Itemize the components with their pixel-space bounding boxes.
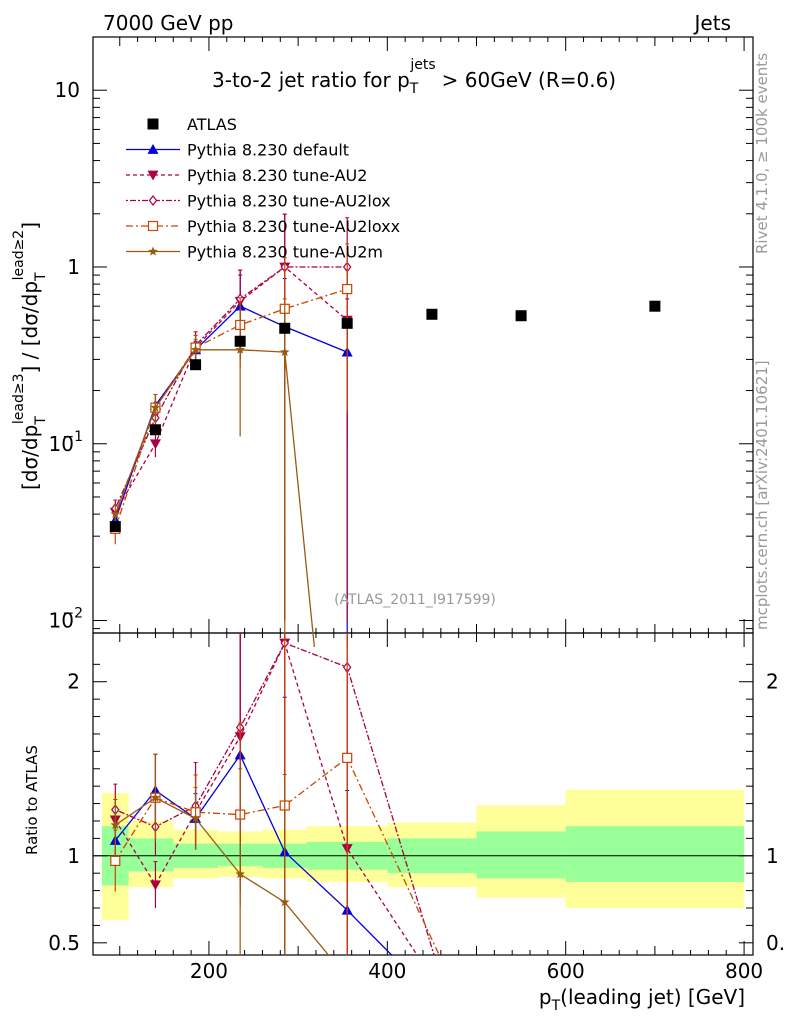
legend-label: Pythia 8.230 default	[187, 141, 349, 160]
legend-marker	[148, 195, 158, 206]
ratio-series-4	[110, 753, 330, 955]
ratio-marker	[150, 792, 161, 802]
x-tick-label: 600	[547, 959, 585, 983]
series-marker	[190, 344, 201, 354]
series-2	[111, 213, 352, 621]
y-tick-label: 1	[67, 255, 80, 279]
ratio-tick-label: 1	[67, 844, 80, 868]
ratio-marker	[149, 880, 161, 891]
ratio-line	[114, 797, 330, 955]
band-green-1	[128, 838, 174, 872]
series-marker	[110, 509, 121, 519]
y-tick-exponent: −2	[62, 606, 83, 622]
ratio-series-2	[111, 633, 435, 955]
x-tick-label: 800	[725, 959, 763, 983]
series-line	[114, 305, 348, 521]
ratio-tick-label-right: 2	[766, 670, 779, 694]
ratio-series-group	[109, 633, 440, 955]
series-marker	[150, 402, 161, 412]
legend-entry: Pythia 8.230 default	[126, 141, 349, 160]
legend-marker	[147, 170, 159, 181]
ratio-marker	[280, 897, 290, 907]
y-tick-label: 10	[49, 432, 74, 456]
y-axis-label: [dσ/dpTlead≥3] / [dσ/dpTlead≥2]	[11, 222, 49, 490]
legend-marker	[147, 144, 159, 154]
header-energy: 7000 GeV pp	[103, 11, 234, 35]
ratio-series-1	[109, 633, 418, 955]
y-tick-exponent: −1	[62, 429, 83, 445]
ratio-marker	[342, 752, 353, 763]
atlas-data-points	[109, 300, 661, 533]
x-tick-label: 400	[368, 959, 406, 983]
atlas-data-point	[234, 335, 246, 347]
band-green-7	[476, 831, 566, 879]
atlas-data-point	[190, 359, 202, 371]
series-marker	[342, 283, 353, 295]
legend-label: Pythia 8.230 tune-AU2	[187, 166, 367, 185]
series-3	[110, 243, 353, 545]
atlas-data-point	[341, 317, 353, 329]
y-tick-label: 10	[49, 609, 74, 633]
ratio-line	[114, 641, 418, 955]
ratio-tick-label-right: 0.5	[766, 931, 786, 955]
legend-entry: Pythia 8.230 tune-AU2	[126, 166, 367, 185]
series-marker	[149, 439, 161, 450]
legend-marker	[147, 220, 159, 232]
ratio-tick-label: 0.5	[48, 931, 80, 955]
ratio-marker	[235, 869, 245, 879]
series-marker	[280, 347, 290, 357]
analysis-tag: (ATLAS_2011_I917599)	[334, 592, 496, 608]
atlas-data-point	[649, 300, 661, 312]
legend-entry: Pythia 8.230 tune-AU2m	[126, 243, 383, 262]
ratio-marker	[110, 855, 121, 867]
legend-label: Pythia 8.230 tune-AU2loxx	[187, 217, 400, 236]
mcplots-label: mcplots.cern.ch [arXiv:2401.10621]	[753, 360, 771, 630]
series-line	[114, 349, 316, 647]
legend-entry: ATLAS	[147, 115, 237, 134]
legend-label: ATLAS	[187, 115, 237, 134]
x-tick-label: 200	[190, 959, 228, 983]
atlas-data-point	[109, 521, 121, 533]
series-line	[114, 266, 348, 513]
ratio-tick-label: 2	[67, 670, 80, 694]
atlas-data-point	[426, 308, 438, 320]
legend-entry: Pythia 8.230 tune-AU2loxx	[126, 217, 400, 236]
atlas-data-point	[149, 424, 161, 436]
ratio-marker	[110, 820, 121, 830]
atlas-data-point	[279, 322, 291, 334]
legend-label: Pythia 8.230 tune-AU2m	[187, 243, 383, 262]
y-tick-label: 10	[55, 78, 80, 102]
legend-entry: Pythia 8.230 tune-AU2lox	[126, 192, 391, 211]
ratio-line	[115, 642, 435, 955]
series-line	[114, 266, 348, 509]
legend: ATLAS Pythia 8.230 default Pythia 8.230 tu…	[126, 115, 400, 262]
legend-label: Pythia 8.230 tune-AU2lox	[187, 192, 391, 211]
chart-title: 3-to-2 jet ratio for pTjets> 60GeV (R=0.…	[212, 57, 616, 97]
legend-marker	[147, 118, 159, 130]
series-1	[109, 213, 353, 621]
x-axis-label: pT(leading jet) [GeV]	[539, 985, 745, 1014]
header-category: Jets	[693, 11, 731, 35]
ratio-marker	[190, 813, 201, 823]
series-marker	[235, 344, 245, 354]
ratio-y-axis-label: Ratio to ATLAS	[23, 745, 41, 855]
ratio-tick-label-right: 1	[766, 844, 779, 868]
uncertainty-bands	[101, 789, 745, 921]
legend-marker	[148, 246, 158, 256]
atlas-data-point	[515, 310, 527, 322]
band-green-8	[565, 826, 745, 882]
rivet-label: Rivet 4.1.0, ≥ 100k events	[753, 53, 771, 254]
series-line	[114, 288, 348, 530]
